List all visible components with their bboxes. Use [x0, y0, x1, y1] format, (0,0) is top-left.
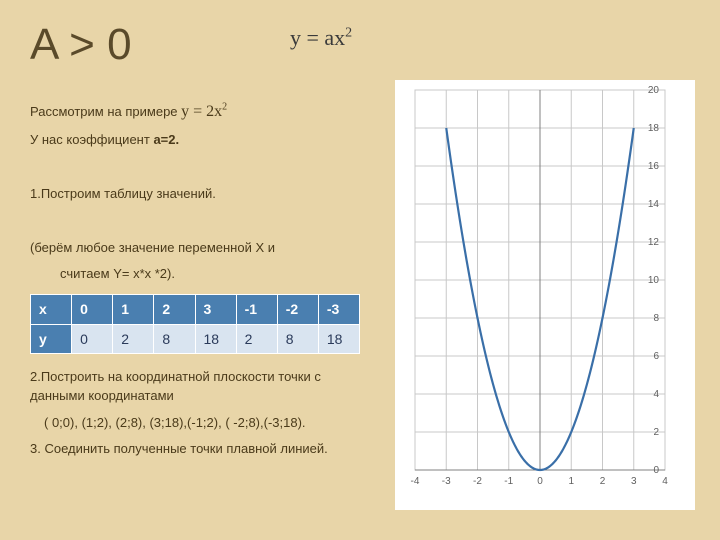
svg-text:20: 20 — [648, 85, 660, 96]
table-cell: 2 — [236, 324, 277, 353]
svg-text:0: 0 — [653, 465, 659, 476]
text-line5: считаем Y= x*x *2). — [30, 265, 370, 284]
table-cell: 1 — [113, 295, 154, 324]
svg-text:8: 8 — [653, 313, 659, 324]
table-cell: 18 — [318, 324, 359, 353]
text-line3: 1.Построим таблицу значений. — [30, 185, 370, 204]
table-cell: -1 — [236, 295, 277, 324]
value-table: x0123-1-2-3y028182818 — [30, 294, 370, 354]
svg-text:-1: -1 — [504, 476, 513, 487]
table-cell: 0 — [72, 295, 113, 324]
text-line2: У нас коэффициент а=2. — [30, 131, 370, 150]
main-formula: y = ax2 — [290, 25, 352, 51]
svg-text:-4: -4 — [411, 476, 420, 487]
table-cell: -2 — [277, 295, 318, 324]
text-line6: 2.Построить на координатной плоскости то… — [30, 368, 370, 406]
table-cell: 18 — [195, 324, 236, 353]
table-cell: -3 — [318, 295, 359, 324]
svg-text:2: 2 — [600, 476, 606, 487]
table-cell: 0 — [72, 324, 113, 353]
svg-text:6: 6 — [653, 351, 659, 362]
svg-text:4: 4 — [653, 389, 659, 400]
parabola-chart: -4-3-2-10123402468101214161820 — [395, 80, 695, 510]
text-line1a: Рассмотрим на примере — [30, 104, 181, 119]
page-title: A > 0 — [30, 20, 132, 70]
inline-formula: y = 2x2 — [181, 103, 227, 120]
svg-text:12: 12 — [648, 237, 660, 248]
content-text: Рассмотрим на примере y = 2x2 У нас коэф… — [30, 100, 370, 467]
table-cell: 8 — [277, 324, 318, 353]
svg-text:3: 3 — [631, 476, 637, 487]
table-cell: 2 — [113, 324, 154, 353]
svg-text:14: 14 — [648, 199, 660, 210]
svg-text:16: 16 — [648, 161, 660, 172]
svg-text:2: 2 — [653, 427, 659, 438]
svg-text:-3: -3 — [442, 476, 451, 487]
table-cell: 2 — [154, 295, 195, 324]
table-cell: 3 — [195, 295, 236, 324]
svg-text:4: 4 — [662, 476, 668, 487]
table-cell: 8 — [154, 324, 195, 353]
table-header-x: x — [31, 295, 72, 324]
text-line4: (берём любое значение переменной X и — [30, 239, 370, 258]
svg-text:-2: -2 — [473, 476, 482, 487]
table-header-y: y — [31, 324, 72, 353]
svg-text:1: 1 — [568, 476, 574, 487]
svg-text:10: 10 — [648, 275, 660, 286]
text-line8: 3. Соединить полученные точки плавной ли… — [30, 440, 370, 459]
svg-text:18: 18 — [648, 123, 660, 134]
text-line7: ( 0;0), (1;2), (2;8), (3;18),(-1;2), ( -… — [30, 414, 370, 433]
svg-text:0: 0 — [537, 476, 543, 487]
